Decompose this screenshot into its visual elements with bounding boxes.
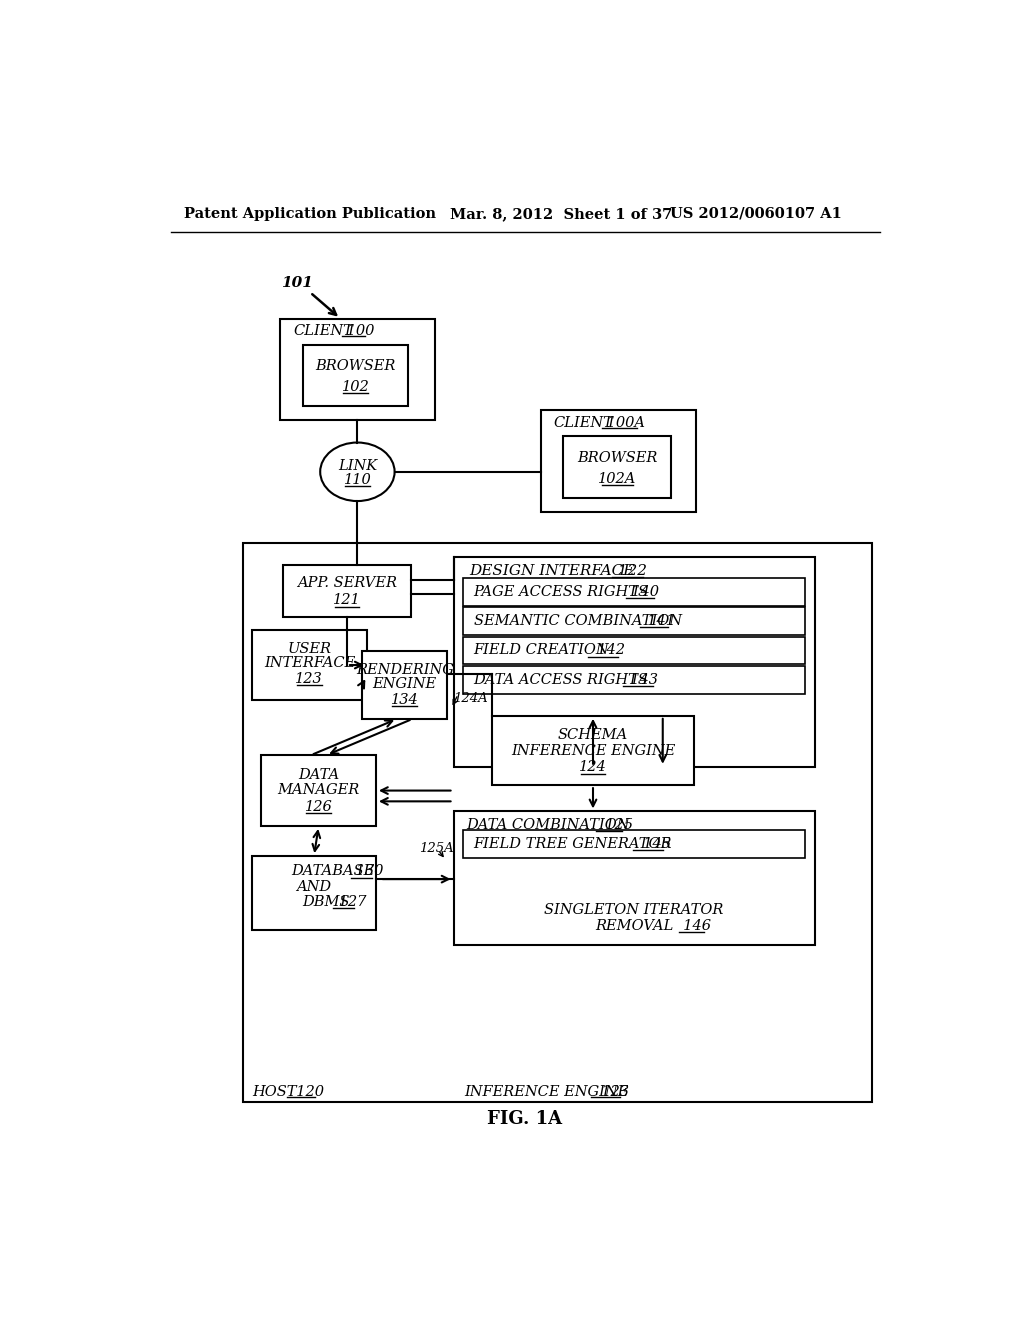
Bar	[463, 665, 805, 693]
Text: 124: 124	[580, 760, 607, 775]
Text: 102: 102	[342, 380, 370, 395]
Text: 124A: 124A	[454, 693, 488, 705]
Text: 142: 142	[589, 643, 626, 657]
Bar	[463, 607, 805, 635]
Bar	[261, 755, 376, 826]
Text: 100: 100	[342, 323, 375, 338]
Bar	[283, 565, 411, 618]
Text: DATA: DATA	[298, 768, 339, 783]
Text: INFERENCE ENGINE: INFERENCE ENGINE	[464, 1085, 629, 1098]
Text: CLIENT: CLIENT	[554, 416, 613, 429]
Text: AND: AND	[296, 880, 332, 894]
Text: RENDERING: RENDERING	[355, 663, 454, 677]
Text: 140: 140	[623, 585, 659, 599]
Text: DBMS: DBMS	[302, 895, 350, 909]
Text: FIELD CREATION: FIELD CREATION	[474, 643, 609, 657]
Bar	[463, 830, 805, 858]
Text: SCHEMA: SCHEMA	[558, 729, 628, 742]
Text: US 2012/0060107 A1: US 2012/0060107 A1	[671, 207, 843, 220]
Bar	[243, 544, 872, 1102]
Text: 134: 134	[391, 693, 419, 706]
Text: DATA COMBINATION: DATA COMBINATION	[466, 818, 630, 832]
Text: Patent Application Publication: Patent Application Publication	[183, 207, 436, 220]
Text: Mar. 8, 2012  Sheet 1 of 37: Mar. 8, 2012 Sheet 1 of 37	[450, 207, 672, 220]
Text: USER: USER	[288, 642, 332, 656]
Text: CLIENT: CLIENT	[294, 323, 353, 338]
Text: 141: 141	[638, 614, 675, 628]
Bar	[454, 812, 815, 945]
Text: FIG. 1A: FIG. 1A	[487, 1110, 562, 1129]
Text: 101: 101	[282, 276, 313, 290]
Text: SEMANTIC COMBINATION: SEMANTIC COMBINATION	[474, 614, 682, 628]
Bar	[463, 578, 805, 606]
Text: FIELD TREE GENERATOR: FIELD TREE GENERATOR	[474, 837, 672, 850]
Bar	[454, 557, 815, 767]
Text: PAGE ACCESS RIGHTS: PAGE ACCESS RIGHTS	[474, 585, 648, 599]
Text: 125A: 125A	[419, 842, 454, 855]
Text: MANAGER: MANAGER	[278, 783, 359, 797]
Bar	[563, 437, 672, 498]
Text: SINGLETON ITERATOR: SINGLETON ITERATOR	[545, 903, 724, 917]
Bar	[541, 411, 696, 512]
Text: 127: 127	[334, 895, 367, 909]
Text: 143: 143	[621, 673, 657, 686]
Text: BROWSER: BROWSER	[577, 451, 657, 465]
Ellipse shape	[321, 442, 394, 502]
Text: HOST: HOST	[252, 1085, 297, 1098]
Bar	[252, 855, 376, 929]
Text: 146: 146	[675, 919, 712, 933]
Bar	[463, 636, 805, 664]
Text: 120: 120	[287, 1085, 324, 1098]
Text: 130: 130	[351, 865, 384, 878]
Bar	[252, 631, 367, 700]
Text: APP. SERVER: APP. SERVER	[297, 576, 397, 590]
Text: 102A: 102A	[598, 471, 636, 486]
Bar	[362, 651, 447, 719]
Text: 121: 121	[333, 594, 360, 607]
Text: DESIGN INTERFACE: DESIGN INTERFACE	[469, 564, 635, 578]
Text: 126: 126	[305, 800, 333, 813]
Text: DATA ACCESS RIGHTS: DATA ACCESS RIGHTS	[474, 673, 648, 686]
Bar	[493, 715, 693, 785]
Text: 145: 145	[634, 837, 671, 850]
Text: INTERFACE: INTERFACE	[264, 656, 355, 669]
Text: 123: 123	[296, 672, 324, 686]
Text: 125: 125	[596, 818, 633, 832]
Bar	[280, 318, 435, 420]
Bar	[303, 345, 408, 407]
Text: BROWSER: BROWSER	[315, 359, 395, 374]
Text: 122: 122	[608, 564, 647, 578]
Text: REMOVAL: REMOVAL	[595, 919, 673, 933]
Text: INFERENCE ENGINE: INFERENCE ENGINE	[511, 743, 675, 758]
Text: 110: 110	[343, 474, 372, 487]
Text: 123: 123	[592, 1085, 629, 1098]
Text: 100A: 100A	[601, 416, 644, 429]
Text: ENGINE: ENGINE	[373, 677, 437, 690]
Text: LINK: LINK	[338, 458, 377, 473]
Text: DATABASE: DATABASE	[291, 865, 374, 878]
